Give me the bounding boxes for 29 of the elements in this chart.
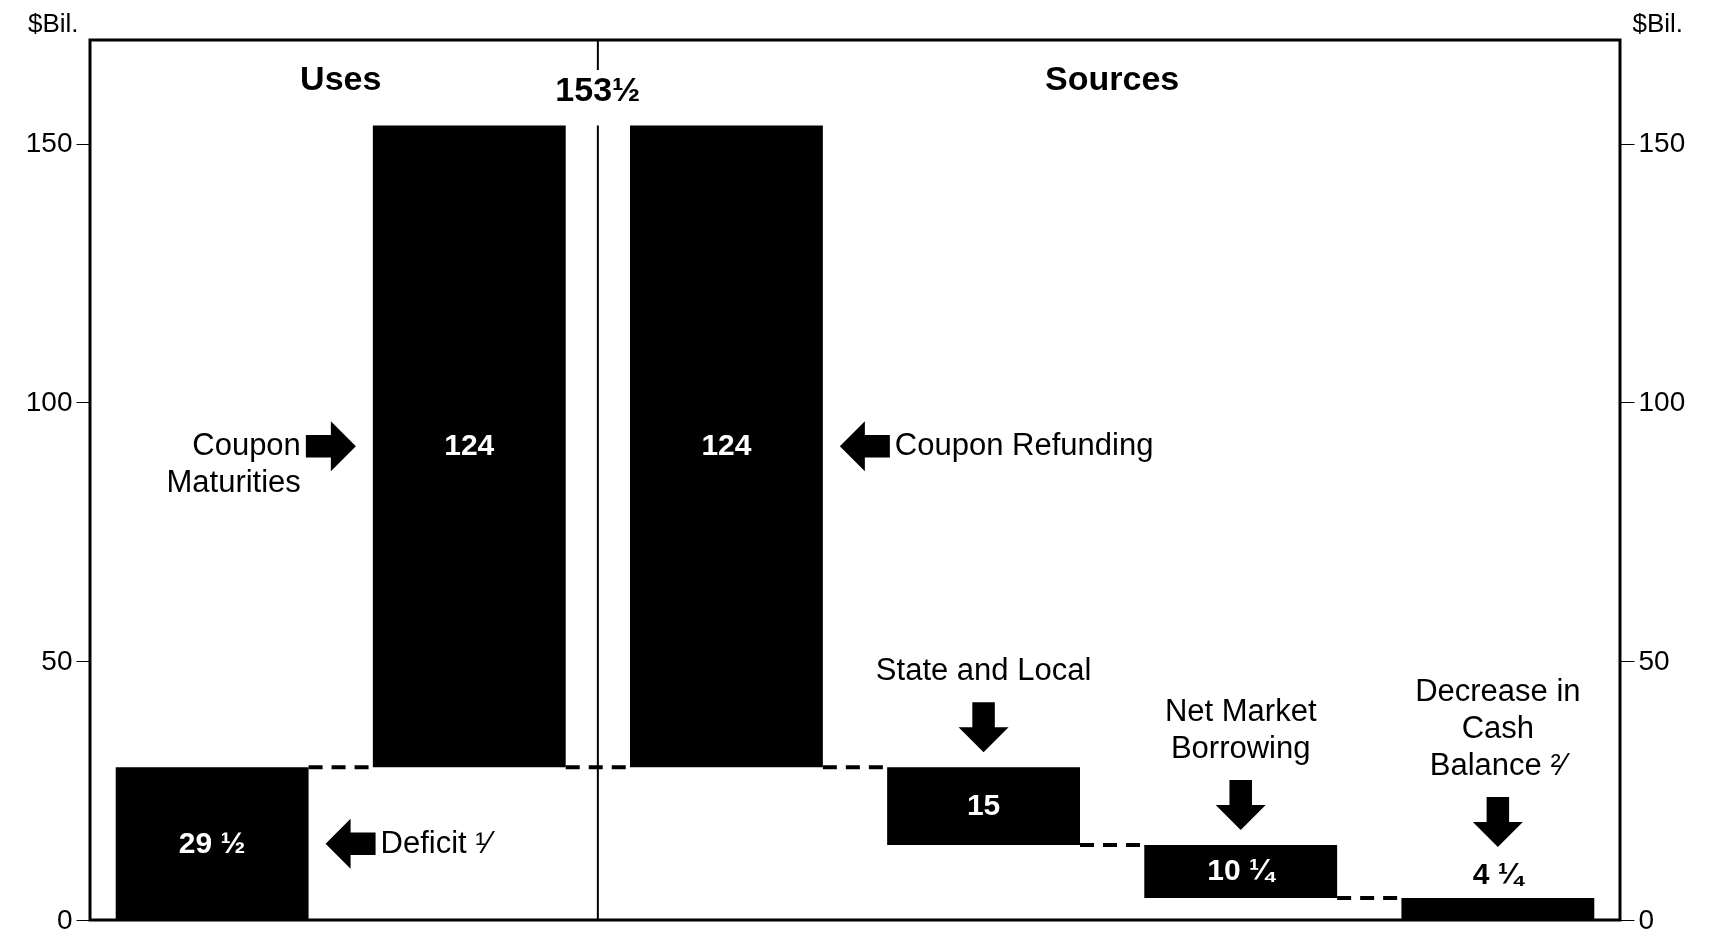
annotation: Coupon Maturities [166, 427, 301, 500]
annotation: Coupon Refunding [894, 427, 1154, 463]
annotation: State and Local [875, 652, 1092, 688]
annotation: Deficit ¹⁄ [380, 824, 496, 860]
data-label: 124 [701, 428, 752, 462]
annotation: Net Market Borrowing [1164, 692, 1317, 765]
bar [372, 125, 566, 768]
annotation: Sources [1045, 59, 1180, 97]
bar [1144, 844, 1338, 898]
y2-axis-title: $Bil. [1632, 7, 1684, 38]
y2-tick-label: 100 [1638, 385, 1686, 417]
bar [630, 125, 823, 768]
y-axis-title: $Bil. [27, 7, 79, 38]
annotation: Decrease in Cash Balance ²⁄ [1415, 673, 1581, 782]
data-label: 15 [966, 788, 1001, 822]
data-label: 29 ½ [178, 825, 246, 859]
annotation: 153½ [555, 70, 641, 109]
y2-tick-label: 0 [1638, 903, 1655, 935]
data-label: 124 [444, 428, 495, 462]
data-label: 10 ¼ [1207, 853, 1278, 887]
y-tick-label: 50 [41, 644, 73, 676]
annotation: Uses [300, 59, 382, 97]
data-label: 4 ¼ [1472, 857, 1526, 890]
bar [887, 767, 1080, 845]
y2-tick-label: 50 [1638, 644, 1670, 676]
y2-tick-label: 150 [1638, 127, 1686, 159]
y-tick-label: 100 [25, 385, 73, 417]
y-tick-label: 0 [56, 903, 73, 935]
y-tick-label: 150 [25, 127, 73, 159]
